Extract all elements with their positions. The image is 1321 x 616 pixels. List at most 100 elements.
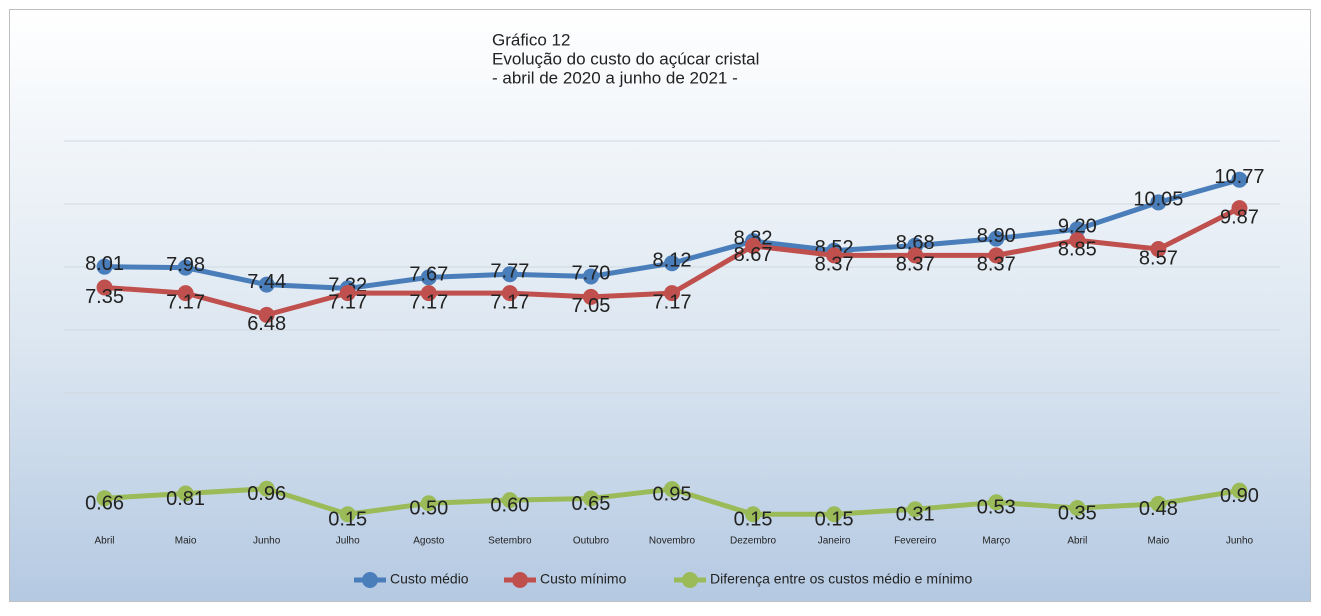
- point: [177, 285, 194, 302]
- point: [1150, 241, 1167, 258]
- data-label: 0.65: [571, 493, 610, 515]
- data-label: 0.95: [653, 483, 692, 505]
- data-label: 8.68: [896, 232, 935, 254]
- legend-marker: [362, 572, 378, 588]
- point: [907, 501, 924, 518]
- point: [501, 492, 518, 509]
- data-label: 7.05: [571, 295, 610, 317]
- point: [420, 495, 437, 512]
- data-label: 7.70: [571, 263, 610, 285]
- legend-marker: [682, 572, 698, 588]
- point: [664, 481, 680, 498]
- x-tick-label: Junho: [1226, 536, 1254, 547]
- point: [582, 490, 599, 507]
- legend-label: Custo mínimo: [540, 571, 627, 587]
- data-label: 10.77: [1214, 166, 1264, 188]
- x-tick-label: Setembro: [488, 536, 532, 547]
- x-tick-label: Outubro: [573, 536, 610, 547]
- point: [1231, 171, 1248, 188]
- data-label: 0.15: [734, 509, 773, 531]
- point: [988, 230, 1005, 247]
- data-label: 8.37: [815, 254, 854, 276]
- data-label: 0.60: [490, 494, 529, 516]
- point: [339, 285, 356, 302]
- point: [745, 237, 762, 254]
- data-label: 8.90: [977, 225, 1016, 247]
- point: [96, 258, 113, 275]
- point: [258, 480, 275, 497]
- x-tick-label: Agosto: [413, 536, 445, 547]
- data-label: 7.77: [490, 261, 529, 283]
- data-label: 9.87: [1220, 206, 1259, 228]
- data-label: 10.05: [1133, 189, 1183, 211]
- x-tick-label: Março: [982, 536, 1010, 547]
- point: [96, 490, 113, 507]
- data-label: 0.35: [1058, 502, 1097, 524]
- x-tick-label: Novembro: [649, 536, 696, 547]
- data-label: 8.57: [1139, 247, 1178, 269]
- x-tick-label: Janeiro: [818, 536, 851, 547]
- point: [177, 259, 194, 276]
- data-label: 0.53: [977, 497, 1016, 519]
- chart-title: Gráfico 12: [492, 30, 570, 49]
- point: [582, 268, 599, 285]
- point: [501, 266, 518, 283]
- data-label: 7.35: [85, 286, 124, 308]
- x-tick-label: Maio: [175, 536, 197, 547]
- point: [664, 255, 680, 272]
- data-label: 0.31: [896, 504, 935, 526]
- data-label: 7.17: [490, 291, 529, 313]
- point: [1150, 194, 1167, 211]
- x-tick-label: Fevereiro: [894, 536, 937, 547]
- point: [420, 285, 437, 302]
- point: [1231, 482, 1248, 499]
- legend-label: Diferença entre os custos médio e mínimo: [710, 571, 972, 587]
- point: [339, 506, 356, 523]
- data-label: 0.50: [409, 498, 448, 520]
- data-label: 7.17: [328, 291, 367, 313]
- data-label: 0.81: [166, 488, 205, 510]
- data-label: 0.15: [328, 509, 367, 531]
- point: [258, 276, 275, 293]
- point: [258, 306, 275, 323]
- point: [582, 288, 599, 305]
- data-label: 8.67: [734, 244, 773, 266]
- data-label: 7.17: [166, 291, 205, 313]
- point: [826, 247, 843, 264]
- data-label: 0.48: [1139, 498, 1178, 520]
- data-label: 8.37: [977, 254, 1016, 276]
- point: [988, 494, 1005, 511]
- point: [1069, 232, 1086, 249]
- data-label: 8.37: [896, 254, 935, 276]
- data-label: 8.01: [85, 253, 124, 275]
- data-label: 7.98: [166, 254, 205, 276]
- point: [501, 285, 518, 302]
- point: [1069, 221, 1086, 238]
- x-tick-label: Dezembro: [730, 536, 777, 547]
- point: [664, 285, 680, 302]
- data-label: 6.48: [247, 313, 286, 335]
- data-label: 7.44: [247, 271, 286, 293]
- point: [745, 506, 762, 523]
- data-label: 0.96: [247, 483, 286, 505]
- data-label: 0.66: [85, 492, 124, 514]
- x-tick-label: Maio: [1148, 536, 1170, 547]
- point: [988, 247, 1005, 264]
- data-label: 0.90: [1220, 485, 1259, 507]
- data-label: 8.12: [653, 250, 692, 272]
- point: [1069, 499, 1086, 516]
- chart-title: - abril de 2020 a junho de 2021 -: [492, 68, 738, 87]
- point: [96, 279, 113, 296]
- point: [177, 485, 194, 502]
- legend-marker: [512, 572, 528, 588]
- x-tick-label: Abril: [1067, 536, 1087, 547]
- data-label: 0.15: [815, 509, 854, 531]
- point: [1231, 200, 1248, 217]
- data-label: 9.20: [1058, 215, 1097, 237]
- x-tick-label: Julho: [336, 536, 360, 547]
- point: [1150, 495, 1167, 512]
- data-label: 7.67: [409, 264, 448, 286]
- data-label: 8.85: [1058, 239, 1097, 261]
- legend-label: Custo médio: [390, 571, 469, 587]
